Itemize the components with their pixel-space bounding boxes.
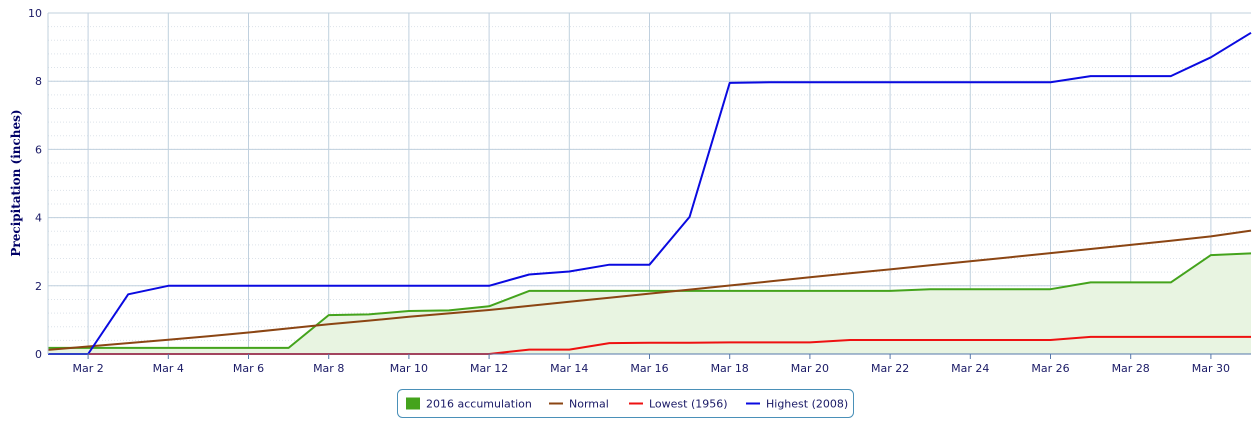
- y-tick-label: 2: [35, 280, 42, 293]
- x-tick-label: Mar 22: [871, 362, 909, 375]
- x-tick-label: Mar 10: [390, 362, 428, 375]
- x-tick-label: Mar 6: [233, 362, 264, 375]
- legend-label: Highest (2008): [766, 398, 848, 411]
- y-tick-label: 6: [35, 143, 42, 156]
- legend-swatch: [406, 397, 420, 410]
- series-layer: [47, 31, 1252, 355]
- x-tick-label: Mar 26: [1031, 362, 1069, 375]
- y-tick-label: 4: [35, 212, 42, 225]
- legend-box: [397, 389, 854, 418]
- x-tick-label: Mar 20: [791, 362, 829, 375]
- legend-item-highest-2008: Highest (2008): [746, 398, 848, 411]
- legend-item-normal: Normal: [549, 398, 609, 411]
- y-axis-label: Precipitation (inches): [9, 109, 23, 256]
- legend-label: 2016 accumulation: [426, 398, 532, 411]
- legend: 2016 accumulation Normal Lowest (1956) High…: [397, 389, 854, 418]
- axis-layer: 0 2 4 6 8 10 Mar 2 Mar 4 Mar 6 Mar 8 Mar 10 Mar 12 M…: [28, 7, 1251, 375]
- x-tick-label: Mar 24: [951, 362, 989, 375]
- x-tick-label: Mar 28: [1112, 362, 1150, 375]
- legend-item-2016-accumulation: 2016 accumulation: [406, 397, 532, 411]
- x-tick-label: Mar 18: [711, 362, 749, 375]
- x-tick-label: Mar 14: [550, 362, 588, 375]
- y-tick-label: 8: [35, 75, 42, 88]
- series-line-normal: [47, 229, 1252, 351]
- y-tick-label: 0: [35, 348, 42, 361]
- series-line-2016-accumulation: [48, 252, 1252, 349]
- legend-label: Lowest (1956): [649, 398, 728, 411]
- x-tick-label: Mar 2: [72, 362, 103, 375]
- x-tick-label: Mar 4: [153, 362, 184, 375]
- x-tick-label: Mar 12: [470, 362, 508, 375]
- legend-item-lowest-1956: Lowest (1956): [629, 398, 728, 411]
- series-area-2016-accumulation: [48, 253, 1251, 354]
- x-tick-label: Mar 8: [313, 362, 344, 375]
- series-line-highest-2008: [48, 31, 1252, 355]
- legend-label: Normal: [569, 398, 609, 411]
- x-tick-label: Mar 30: [1192, 362, 1230, 375]
- y-tick-label: 10: [28, 7, 42, 20]
- x-tick-label: Mar 16: [630, 362, 668, 375]
